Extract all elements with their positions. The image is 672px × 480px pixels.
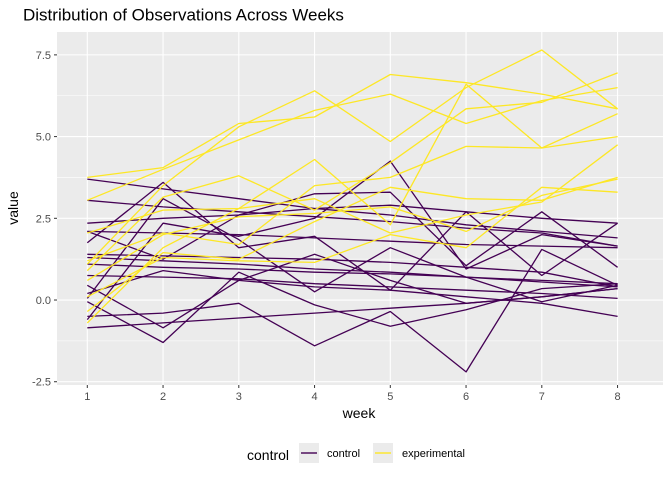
series-line-control-1: [87, 178, 618, 239]
series-line-experimental-20: [86, 49, 618, 265]
series-line-experimental-22: [87, 83, 618, 234]
series-line-experimental-27: [86, 178, 618, 281]
y-tick-label: -2.5: [32, 377, 51, 389]
chart-title: Distribution of Observations Across Week…: [23, 6, 344, 25]
series-line-experimental-25: [87, 186, 618, 298]
series-line-control-16: [87, 269, 618, 318]
x-tick-label: 5: [387, 391, 393, 403]
series-line-control-7: [87, 263, 618, 285]
series-line-control-13: [87, 248, 618, 373]
x-tick-label: 3: [236, 391, 242, 403]
series-line-control-17: [87, 253, 618, 288]
x-tick-label: 2: [160, 391, 166, 403]
y-tick-label: 5.0: [36, 132, 51, 144]
legend: control control experimental: [247, 443, 465, 463]
y-axis-title: value: [5, 191, 21, 225]
legend-label-experimental: experimental: [402, 448, 465, 460]
x-axis-title: week: [342, 405, 377, 421]
series-line-control-11: [86, 160, 618, 321]
legend-item-control: control: [299, 443, 360, 463]
series-line-control-6: [87, 256, 618, 288]
x-tick-label: 1: [84, 391, 90, 403]
series-line-experimental-26: [86, 144, 618, 324]
legend-label-control: control: [327, 448, 360, 460]
y-tick-label: 2.5: [36, 213, 51, 225]
x-tick-label: 4: [311, 391, 317, 403]
series-line-experimental-18: [87, 73, 618, 179]
series-line-experimental-24: [86, 176, 618, 313]
x-tick-label: 7: [539, 391, 545, 403]
legend-item-experimental: experimental: [373, 443, 465, 463]
y-tick-label: 0.0: [36, 295, 51, 307]
series-line-control-2: [87, 199, 618, 247]
x-tick-label: 8: [614, 391, 620, 403]
series-lines: [86, 49, 618, 373]
plot-panel: [57, 32, 663, 385]
x-tick-label: 6: [463, 391, 469, 403]
series-line-control-8: [87, 274, 618, 300]
series-line-control-14: [86, 271, 618, 344]
y-tick-label: 7.5: [36, 50, 51, 62]
series-line-control-3: [87, 204, 618, 224]
series-line-experimental-21: [86, 72, 618, 272]
legend-title: control: [247, 447, 289, 463]
series-line-experimental-23: [87, 113, 618, 262]
series-line-control-12: [87, 287, 618, 329]
series-line-experimental-19: [87, 86, 618, 201]
y-axis-ticks: -2.5 0.0 2.5 5.0 7.5: [32, 50, 57, 389]
x-axis-ticks: 1 2 3 4 5 6 7 8: [84, 385, 621, 403]
series-line-control-15: [87, 230, 618, 249]
